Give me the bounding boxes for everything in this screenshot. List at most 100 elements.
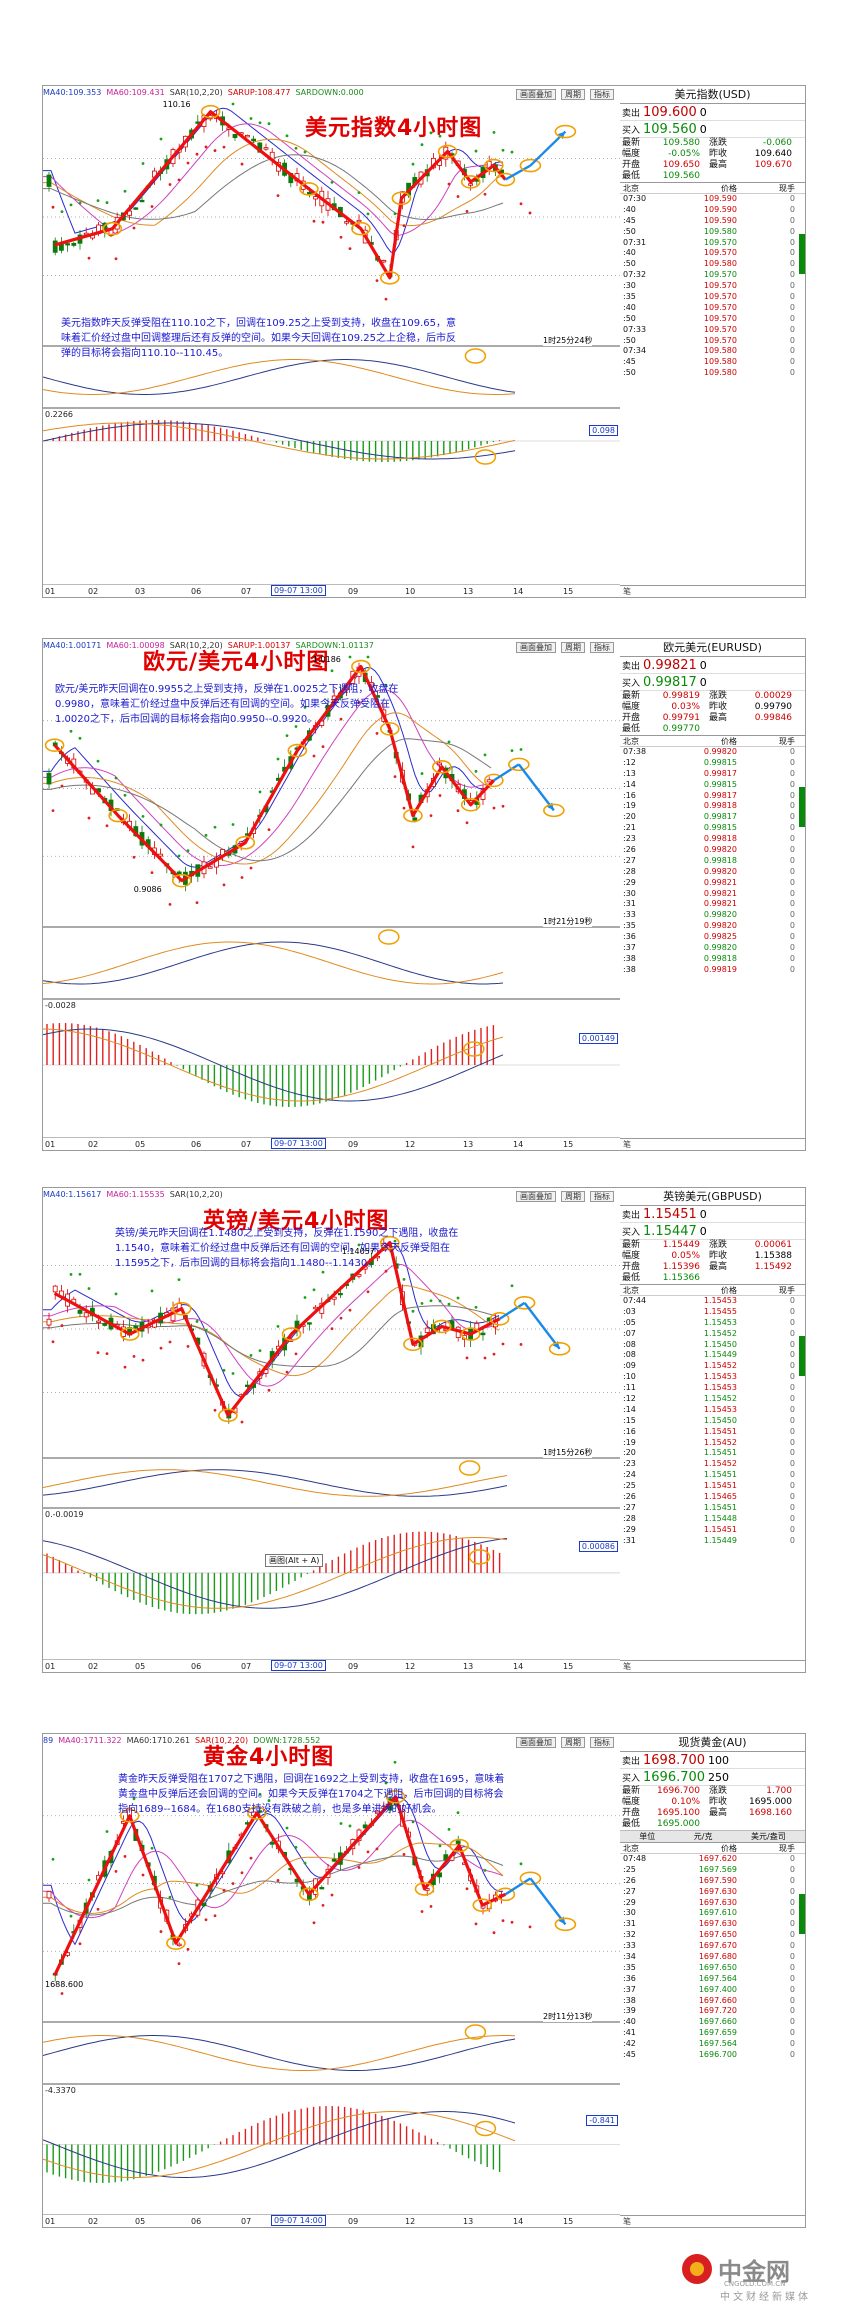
sar-dot [330, 181, 334, 184]
moving-average-line [43, 1285, 500, 1377]
sar-dot [420, 143, 424, 147]
sar-dot [78, 201, 82, 205]
time-tick-label: 01 [45, 1662, 56, 1671]
column-header: 现手 [779, 1286, 795, 1295]
pivot-marker [108, 808, 128, 823]
toolbar-button[interactable]: 指标 [590, 642, 614, 653]
tick-price: 0.99820 [703, 943, 737, 953]
candlestick [127, 210, 132, 216]
sar-dot [312, 754, 316, 758]
tick-price: 0.99818 [703, 953, 737, 963]
stat-label: 最高 [708, 1262, 727, 1272]
tick-price: 1.15452 [703, 1437, 737, 1447]
sar-dot [204, 1918, 208, 1922]
toolbar-button[interactable]: 画面叠加 [516, 1191, 556, 1202]
tick-scrollbar[interactable] [799, 787, 805, 827]
unit-option[interactable]: 美元/盎司 [751, 1832, 786, 1841]
toolbar-button[interactable]: 画面叠加 [516, 89, 556, 100]
tick-row: :50 109.580 0 [620, 227, 805, 238]
tick-time: :28 [623, 1513, 636, 1523]
price-chart-gold[interactable]: 89 MA40:1711.322 MA60:1710.261 SAR(10,2,20)… [43, 1734, 621, 2227]
pivot-marker [432, 1319, 452, 1334]
tick-time: :36 [623, 932, 636, 942]
tick-list[interactable]: 07:48 1697.620 0:25 1697.569 0:26 1697.590 0:2… [620, 1854, 805, 2061]
tick-price: 1697.680 [698, 1952, 737, 1962]
sar-dot [141, 162, 145, 165]
sar-dot [321, 745, 325, 749]
quote-volume: 100 [708, 1754, 730, 1767]
tick-row: :28 0.99820 0 [620, 867, 805, 878]
tick-time: :25 [623, 1481, 636, 1491]
tick-volume: 0 [789, 779, 795, 789]
tick-volume: 0 [789, 1361, 795, 1371]
tick-list[interactable]: 07:38 0.99820 0:12 0.99815 0:13 0.99817 0:14 0.… [620, 747, 805, 976]
tick-volume: 0 [789, 1930, 795, 1940]
quote-stat-row: 最新 1.15449 涨跌 0.00061 [620, 1240, 805, 1251]
toolbar-button[interactable]: 周期 [561, 642, 585, 653]
candlestick [375, 1810, 381, 1815]
toolbar-button[interactable]: 周期 [561, 89, 585, 100]
tick-scrollbar[interactable] [799, 234, 805, 274]
toolbar-button[interactable]: 画面叠加 [516, 642, 556, 653]
toolbar-button[interactable]: 画面叠加 [516, 1737, 556, 1748]
sar-dot [447, 1302, 451, 1306]
sar-dot [105, 1830, 109, 1833]
sar-dot [105, 824, 109, 828]
tick-row: :07 1.15452 0 [620, 1329, 805, 1340]
sar-dot [429, 1299, 433, 1303]
tick-time: :45 [623, 215, 636, 225]
column-header: 价格 [721, 737, 737, 746]
tick-price: 0.99818 [703, 855, 737, 865]
sar-dot [492, 1352, 496, 1356]
sar-dot [510, 150, 514, 154]
tick-time: :50 [623, 335, 636, 345]
quote-price: 0.99817 [643, 675, 697, 690]
stat-label: 昨收 [708, 1797, 727, 1807]
tick-row: :08 1.15449 0 [620, 1350, 805, 1361]
toolbar-button[interactable]: 指标 [590, 1737, 614, 1748]
tick-volume: 0 [789, 237, 795, 247]
stat-label: 幅度 [622, 1251, 641, 1261]
time-tick-label: 06 [191, 2217, 202, 2226]
tick-time: :29 [623, 877, 636, 887]
sar-dot [312, 1921, 316, 1925]
candlestick [176, 1943, 182, 1947]
tick-row: :20 0.99817 0 [620, 812, 805, 823]
price-chart-usd[interactable]: MA40:109.353 MA60:109.431 SAR(10,2,20) SARU… [43, 86, 621, 597]
toolbar-button[interactable]: 周期 [561, 1191, 585, 1202]
sar-dot [222, 145, 226, 149]
price-chart-eur[interactable]: MA40:1.00171 MA60:1.00098 SAR(10,2,20) SARU… [43, 639, 621, 1150]
tick-row: 07:30 109.590 0 [620, 194, 805, 205]
toolbar-button[interactable]: 周期 [561, 1737, 585, 1748]
tick-volume: 0 [789, 910, 795, 920]
tick-volume: 0 [789, 790, 795, 800]
quote-title: 欧元美元(EURUSD) [620, 639, 805, 657]
unit-option[interactable]: 单位 [639, 1832, 656, 1841]
unit-option[interactable]: 元/克 [693, 1832, 713, 1841]
sar-dot [420, 1910, 424, 1913]
tick-price: 0.99815 [703, 823, 737, 833]
quote-label: 卖出 [622, 1757, 641, 1767]
tick-time: 07:32 [623, 270, 647, 280]
tick-time: :26 [623, 1492, 636, 1502]
pivot-marker [44, 738, 65, 752]
pivot-marker [548, 1342, 571, 1356]
tick-volume: 0 [789, 1875, 795, 1885]
sar-dot [213, 1408, 217, 1412]
tick-list[interactable]: 07:44 1.15453 0:03 1.15455 0:05 1.15453 0:07 1.… [620, 1296, 805, 1546]
tick-time: :50 [623, 259, 636, 269]
tick-scrollbar[interactable] [799, 1894, 805, 1934]
tick-list[interactable]: 07:30 109.590 0:40 109.590 0:45 109.590 0:50 10… [620, 194, 805, 379]
tick-volume: 0 [789, 313, 795, 323]
tick-volume: 0 [789, 888, 795, 898]
unit-selector[interactable]: 单位 元/克 美元/盎司 [620, 1830, 805, 1842]
tick-scrollbar[interactable] [799, 1336, 805, 1376]
tick-volume: 0 [789, 281, 795, 291]
tick-row: :34 1697.680 0 [620, 1952, 805, 1963]
stat-label: 昨收 [708, 702, 727, 712]
tick-footer: 笔 [620, 585, 805, 597]
price-chart-gbp[interactable]: MA40:1.15617 MA60:1.15535 SAR(10,2,20) 画面叠加… [43, 1188, 621, 1672]
tick-volume: 0 [789, 2039, 795, 2049]
toolbar-button[interactable]: 指标 [590, 1191, 614, 1202]
toolbar-button[interactable]: 指标 [590, 89, 614, 100]
